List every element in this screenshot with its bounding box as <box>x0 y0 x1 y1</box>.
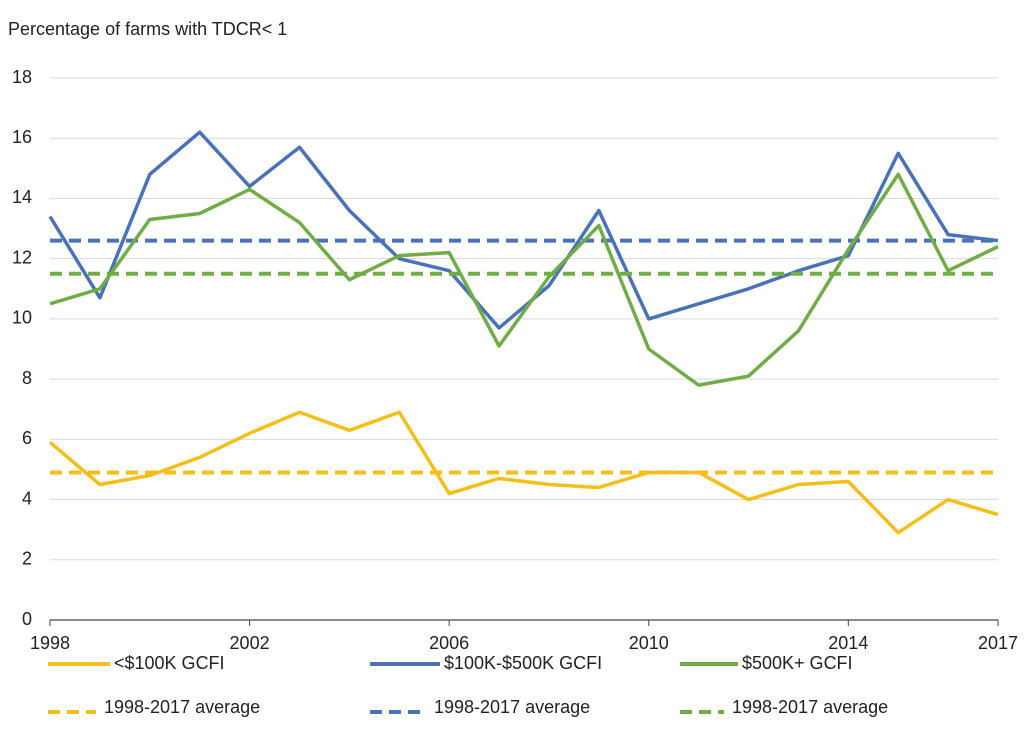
series-line <box>48 130 999 330</box>
y-tick-label: 6 <box>22 428 32 448</box>
series-line <box>49 172 999 387</box>
y-tick-label: 12 <box>12 247 32 267</box>
legend-label: $100K-$500K GCFI <box>444 653 602 673</box>
series-line <box>48 410 999 535</box>
x-tick-label: 2017 <box>978 633 1018 653</box>
y-tick-label: 4 <box>22 488 32 508</box>
y-tick-label: 16 <box>12 127 32 147</box>
legend-label: 1998-2017 average <box>732 697 888 717</box>
y-tick-label: 18 <box>12 67 32 87</box>
x-tick-label: 2006 <box>429 633 469 653</box>
y-tick-label: 8 <box>22 368 32 388</box>
y-tick-label: 0 <box>22 609 32 629</box>
x-tick-label: 2014 <box>828 633 868 653</box>
y-tick-label: 14 <box>12 187 32 207</box>
legend-label: $500K+ GCFI <box>742 653 853 673</box>
x-tick-label: 1998 <box>30 633 70 653</box>
y-tick-label: 2 <box>22 549 32 569</box>
x-tick-label: 2010 <box>629 633 669 653</box>
legend-label: <$100K GCFI <box>114 653 225 673</box>
legend-label: 1998-2017 average <box>104 697 260 717</box>
x-tick-label: 2002 <box>230 633 270 653</box>
y-tick-label: 10 <box>12 308 32 328</box>
chart-title: Percentage of farms with TDCR< 1 <box>8 19 287 39</box>
legend-label: 1998-2017 average <box>434 697 590 717</box>
